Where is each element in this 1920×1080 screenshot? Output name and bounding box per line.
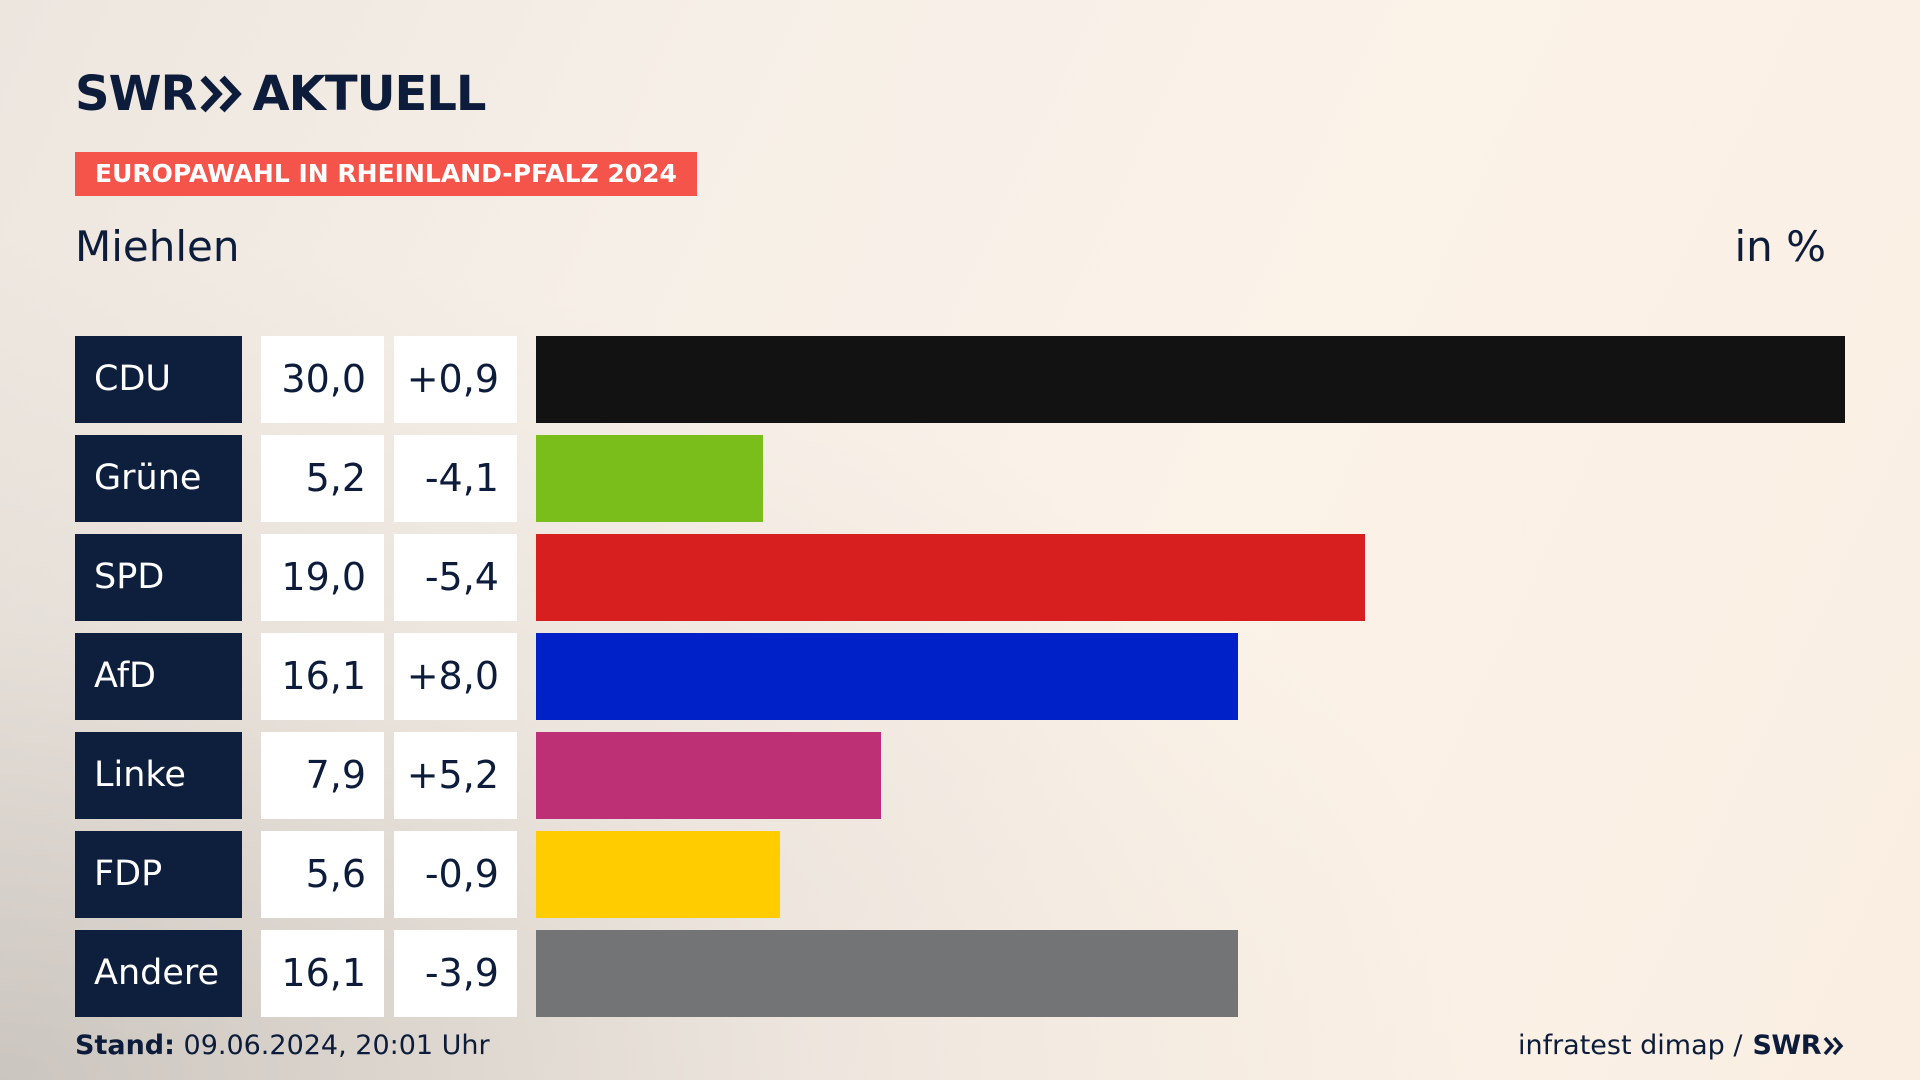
party-label: SPD (75, 534, 242, 621)
double-chevron-icon (200, 75, 243, 113)
party-label: Linke (75, 732, 242, 819)
bar-row: Andere 16,1 -3,9 (75, 930, 1845, 1017)
stand-value: 09.06.2024, 20:01 Uhr (183, 1030, 490, 1061)
bar (536, 831, 781, 918)
double-chevron-icon (1823, 1036, 1844, 1055)
diff-label: +5,2 (394, 732, 517, 819)
diff-label: -4,1 (394, 435, 517, 522)
diff-label: -5,4 (394, 534, 517, 621)
bar (536, 732, 881, 819)
bar-row: AfD 16,1 +8,0 (75, 633, 1845, 720)
bar-row: FDP 5,6 -0,9 (75, 831, 1845, 918)
diff-label: +0,9 (394, 336, 517, 423)
party-label: Andere (75, 930, 242, 1017)
party-label: Grüne (75, 435, 242, 522)
election-badge: EUROPAWAHL IN RHEINLAND-PFALZ 2024 (75, 152, 697, 196)
diff-label: -3,9 (394, 930, 517, 1017)
bar (536, 930, 1239, 1017)
unit-label: in % (1734, 222, 1826, 271)
bar-row: CDU 30,0 +0,9 (75, 336, 1845, 423)
value-label: 16,1 (261, 930, 384, 1017)
bar (536, 534, 1366, 621)
party-label: CDU (75, 336, 242, 423)
bar-row: SPD 19,0 -5,4 (75, 534, 1845, 621)
logo-aktuell-text: AKTUELL (252, 66, 486, 122)
value-label: 5,6 (261, 831, 384, 918)
diff-label: +8,0 (394, 633, 517, 720)
bar-row: Grüne 5,2 -4,1 (75, 435, 1845, 522)
value-label: 16,1 (261, 633, 384, 720)
bar (536, 633, 1239, 720)
timestamp: Stand: 09.06.2024, 20:01 Uhr (75, 1030, 490, 1061)
value-label: 7,9 (261, 732, 384, 819)
footer-swr-logo: SWR (1752, 1030, 1845, 1061)
value-label: 5,2 (261, 435, 384, 522)
party-label: AfD (75, 633, 242, 720)
bar-row: Linke 7,9 +5,2 (75, 732, 1845, 819)
value-label: 19,0 (261, 534, 384, 621)
stand-label: Stand: (75, 1030, 175, 1061)
swr-aktuell-logo: SWR AKTUELL (75, 66, 487, 122)
diff-label: -0,9 (394, 831, 517, 918)
bar (536, 336, 1845, 423)
logo-swr-text: SWR (75, 66, 197, 122)
bar (536, 435, 763, 522)
party-label: FDP (75, 831, 242, 918)
source-credit: infratest dimap / SWR (1518, 1030, 1845, 1061)
value-label: 30,0 (261, 336, 384, 423)
footer-swr-text: SWR (1752, 1030, 1821, 1061)
chart-title: Miehlen (75, 222, 240, 271)
source-text: infratest dimap / (1517, 1030, 1743, 1061)
